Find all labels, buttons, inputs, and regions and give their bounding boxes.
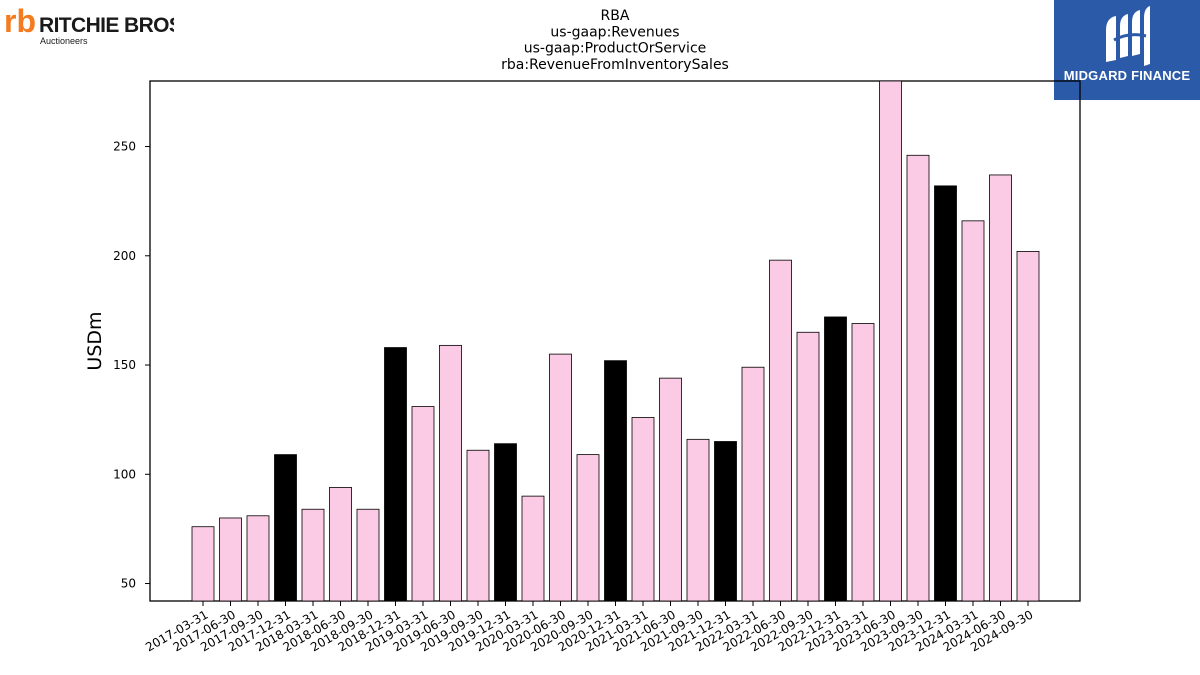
chart-title-line: us-gaap:ProductOrService (524, 41, 707, 57)
bar-2023-12-31 (934, 185, 957, 602)
bar-2021-06-30 (659, 377, 682, 602)
bar-2018-09-30 (356, 508, 380, 602)
bar-2024-09-30 (1016, 251, 1040, 602)
bar-2017-06-30 (219, 517, 242, 602)
y-tick-label: 100 (113, 467, 136, 481)
bar-2021-03-31 (631, 417, 655, 602)
bar-2024-03-31 (961, 220, 985, 602)
midgard-finance-logo: MIDGARD FINANCE (1054, 0, 1200, 100)
bar-2021-09-30 (686, 438, 710, 602)
bar-2018-12-31 (384, 347, 407, 602)
ritchie-bros-logo: rb RITCHIE BROS. Auctioneers (4, 2, 188, 48)
bar-2019-06-30 (439, 344, 462, 602)
bar-2020-12-31 (604, 360, 627, 602)
bar-2023-06-30 (879, 80, 902, 602)
bar-2021-12-31 (714, 441, 737, 602)
bar-2019-03-31 (411, 406, 435, 602)
bar-2022-06-30 (769, 259, 792, 602)
bar-2017-12-31 (274, 454, 297, 602)
bar-2017-03-31 (191, 526, 215, 602)
y-axis-label: USDm (84, 311, 106, 370)
bar-2020-06-30 (549, 353, 572, 602)
bar-2022-03-31 (741, 366, 765, 602)
bar-2019-12-31 (494, 443, 517, 602)
bar-2019-09-30 (466, 449, 490, 602)
y-tick-label: 200 (113, 249, 136, 263)
y-tick-label: 50 (121, 577, 136, 591)
x-axis: 2017-03-312017-06-302017-09-302017-12-31… (143, 601, 1036, 654)
bar-2022-12-31 (824, 316, 847, 602)
bar-2017-09-30 (246, 515, 270, 602)
bar-series (191, 80, 1040, 602)
logo-tagline: Auctioneers (40, 36, 88, 46)
chart-title-line: rba:RevenueFromInventorySales (501, 57, 729, 73)
bar-2018-03-31 (301, 508, 325, 602)
y-axis: 50 100 150 200 250 (113, 140, 150, 591)
bar-2022-09-30 (796, 331, 820, 602)
bar-2023-09-30 (906, 154, 930, 602)
bar-2023-03-31 (851, 323, 875, 602)
y-tick-label: 150 (113, 358, 136, 372)
chart-title-line: RBA (601, 8, 630, 24)
bar-2024-06-30 (989, 174, 1012, 602)
bar-2018-06-30 (329, 486, 352, 602)
logo-rb-mark: rb (4, 3, 36, 39)
logo-brand-name: RITCHIE BROS. (39, 14, 174, 37)
chart-title-line: us-gaap:Revenues (550, 24, 679, 40)
bar-2020-09-30 (576, 454, 600, 602)
midgard-emblem-icon (1106, 6, 1150, 66)
bar-2020-03-31 (521, 495, 545, 602)
midgard-finance-name: MIDGARD FINANCE (1063, 68, 1191, 83)
y-tick-label: 250 (113, 140, 136, 154)
chart-title-block: RBAus-gaap:Revenuesus-gaap:ProductOrServ… (501, 8, 729, 73)
